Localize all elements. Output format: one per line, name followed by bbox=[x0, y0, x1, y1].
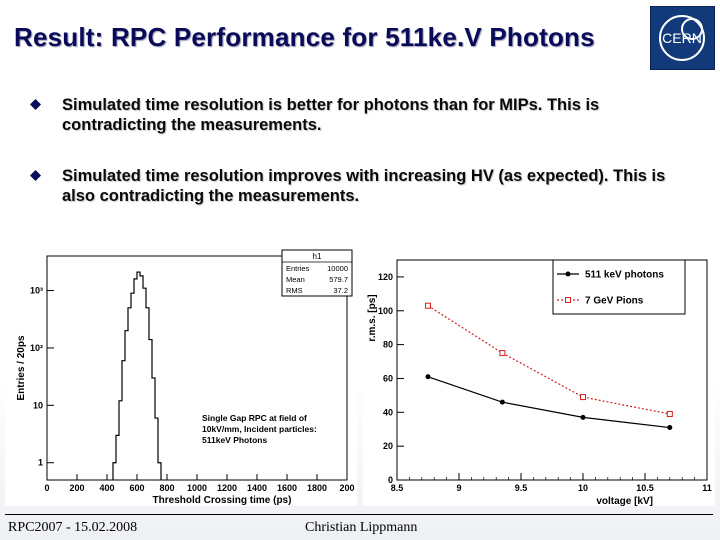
stats-key: RMS bbox=[286, 286, 303, 295]
x-tick-label: 11 bbox=[702, 483, 712, 493]
x-tick-label: 8.5 bbox=[391, 483, 404, 493]
bullet-text: Simulated time resolution improves with … bbox=[62, 167, 666, 205]
cern-logo-text: CERN bbox=[662, 30, 702, 46]
stats-value: 579.7 bbox=[329, 275, 348, 284]
data-point bbox=[667, 425, 673, 431]
x-tick-label: 10.5 bbox=[636, 483, 654, 493]
data-point bbox=[580, 414, 586, 420]
histogram-annotation: Single Gap RPC at field of bbox=[202, 413, 307, 423]
stats-key: Mean bbox=[286, 275, 305, 284]
footer-author: Christian Lippmann bbox=[305, 520, 418, 535]
histogram-annotation: 511keV Photons bbox=[202, 435, 267, 445]
x-tick-label: 200 bbox=[69, 483, 84, 493]
resolution-panel: 8.5 9 9.5 10 10.5 11 0 20 40 60 80 100 120 voltage [k… bbox=[363, 238, 715, 507]
x-tick-label: 400 bbox=[99, 483, 114, 493]
cern-logo-icon: CERN bbox=[659, 15, 705, 61]
stats-box bbox=[281, 249, 353, 297]
x-tick-label: 1600 bbox=[277, 483, 297, 493]
stats-value: 37.2 bbox=[333, 286, 348, 295]
stats-key: Entries bbox=[286, 264, 310, 273]
histogram-chart: 0 200 400 600 800 1000 1200 1400 1600 1800 200 1 10 1… bbox=[16, 249, 355, 506]
footer-divider bbox=[5, 514, 713, 515]
series-line bbox=[427, 305, 670, 415]
y-tick-label: 10³ bbox=[30, 286, 43, 296]
y-tick-label: 1 bbox=[38, 458, 43, 468]
data-point bbox=[499, 399, 505, 405]
x-tick-label: 9.5 bbox=[515, 483, 528, 493]
x-axis-label: voltage [kV] bbox=[596, 496, 653, 506]
bullet-text: Simulated time resolution is better for … bbox=[62, 96, 600, 134]
histogram-outline bbox=[112, 271, 162, 480]
footer-conference: RPC2007 - 15.02.2008 bbox=[8, 520, 138, 535]
y-axis-label: r.m.s. [ps] bbox=[367, 294, 378, 341]
y-tick-label: 10² bbox=[30, 343, 43, 353]
data-point bbox=[580, 394, 586, 401]
x-tick-label: 1400 bbox=[247, 483, 267, 493]
histogram-annotation: 10kV/mm, Incident particles: bbox=[202, 424, 317, 434]
y-tick-label: 20 bbox=[383, 441, 393, 451]
diamond-bullet-icon bbox=[30, 170, 41, 181]
bullet-list: Simulated time resolution is better for … bbox=[30, 95, 690, 237]
histogram-panel: 0 200 400 600 800 1000 1200 1400 1600 1800 200 1 10 1… bbox=[5, 238, 357, 506]
x-tick-label: 10 bbox=[578, 483, 588, 493]
y-tick-label: 10 bbox=[33, 400, 43, 410]
legend-label: 7 GeV Pions bbox=[585, 296, 644, 307]
resolution-chart: 8.5 9 9.5 10 10.5 11 0 20 40 60 80 100 120 voltage [k… bbox=[367, 259, 712, 507]
x-tick-label: 800 bbox=[159, 483, 174, 493]
x-tick-label: 200 bbox=[339, 483, 354, 493]
y-tick-label: 100 bbox=[378, 306, 393, 316]
x-axis-label: Threshold Crossing time (ps) bbox=[153, 495, 292, 506]
y-axis-label: Entries / 20ps bbox=[16, 335, 27, 400]
data-point bbox=[425, 374, 431, 380]
y-tick-label: 80 bbox=[383, 340, 393, 350]
legend-marker bbox=[565, 297, 571, 303]
data-point bbox=[499, 350, 506, 357]
x-tick-label: 1000 bbox=[187, 483, 207, 493]
x-tick-label: 1800 bbox=[307, 483, 327, 493]
cern-logo: CERN bbox=[650, 6, 715, 70]
y-tick-label: 40 bbox=[383, 407, 393, 417]
data-point bbox=[425, 302, 431, 309]
stats-title: h1 bbox=[313, 252, 322, 261]
y-tick-label: 120 bbox=[378, 272, 393, 282]
legend-box bbox=[552, 259, 686, 315]
stats-value: 10000 bbox=[327, 264, 348, 273]
x-tick-label: 600 bbox=[129, 483, 144, 493]
legend-marker bbox=[565, 271, 571, 277]
series-line bbox=[427, 376, 670, 429]
diamond-bullet-icon bbox=[30, 99, 41, 110]
legend-label: 511 keV photons bbox=[585, 270, 664, 281]
bullet-item: Simulated time resolution is better for … bbox=[30, 95, 690, 135]
bullet-item: Simulated time resolution improves with … bbox=[30, 166, 690, 206]
y-tick-label: 60 bbox=[383, 373, 393, 383]
slide-title: Result: RPC Performance for 511ke.V Phot… bbox=[14, 22, 595, 52]
y-tick-label: 0 bbox=[388, 475, 393, 485]
x-tick-label: 0 bbox=[44, 483, 49, 493]
x-tick-label: 1200 bbox=[217, 483, 237, 493]
x-tick-label: 9 bbox=[456, 483, 461, 493]
data-point bbox=[666, 411, 673, 417]
